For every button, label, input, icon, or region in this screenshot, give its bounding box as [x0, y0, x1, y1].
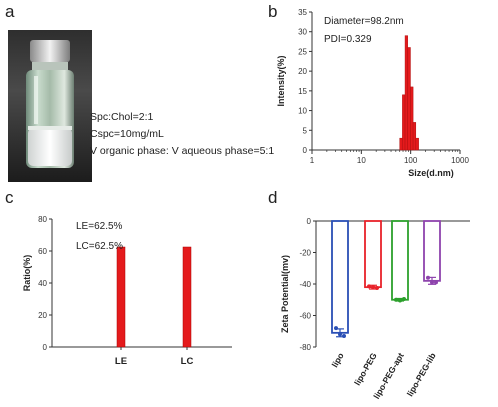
pdi-annotation: PDI=0.329 [324, 34, 372, 45]
x-tick-label: 100 [404, 156, 418, 165]
formulation-note-3: V organic phase: V aqueous phase=5:1 [90, 145, 275, 157]
replicate-point [375, 285, 379, 290]
y-tick-label: 35 [298, 8, 307, 17]
y-tick-label: 0 [303, 146, 308, 155]
replicate-point [426, 275, 430, 280]
ratio-bar [116, 246, 126, 348]
zeta-bar [331, 220, 349, 334]
x-category-label: lipo-PEG [352, 351, 379, 387]
y-axis-label: Ratio(%) [22, 255, 32, 292]
histogram-bar [415, 137, 419, 151]
le-annotation: LE=62.5% [76, 221, 123, 232]
panel-label-a: a [5, 2, 15, 21]
replicate-point [394, 297, 398, 302]
y-tick-label: 5 [303, 126, 308, 135]
y-axis-label: Intensity(%) [276, 55, 286, 106]
formulation-note-1: Spc:Chol=2:1 [90, 111, 154, 123]
y-tick-label: 40 [38, 279, 47, 288]
vial-photo [8, 30, 92, 182]
y-axis-label: Zeta Potential(mv) [280, 255, 290, 333]
histogram-bar [404, 35, 408, 151]
replicate-point [334, 326, 338, 331]
y-tick-label: 0 [307, 217, 312, 226]
replicate-point [434, 280, 438, 285]
histogram-bar [412, 122, 417, 151]
ratio-chart: 0 20 40 60 80 LE LC Ratio(%) LE=62.5% LC=62.5% [22, 215, 232, 367]
diameter-annotation: Diameter=98.2nm [324, 16, 404, 27]
size-distribution-chart: 0 5 10 15 20 25 30 35 1 10 100 1000 Intensity(%) Size… [276, 8, 469, 178]
x-tick-label: 1000 [451, 156, 469, 165]
x-tick-label: 10 [357, 156, 366, 165]
y-tick-label: -40 [299, 280, 311, 289]
x-category-label: LE [115, 356, 127, 367]
replicate-point [398, 298, 402, 303]
replicate-point [367, 284, 371, 289]
x-category-label: LC [181, 356, 194, 367]
replicate-point [430, 280, 434, 285]
formulation-note-2: Cspc=10mg/mL [90, 128, 164, 140]
y-tick-label: 20 [298, 67, 307, 76]
x-axis-label: Size(d.nm) [408, 168, 454, 178]
histogram-bar [402, 94, 406, 151]
y-tick-label: 25 [298, 47, 307, 56]
panel-label-d: d [268, 188, 278, 207]
y-tick-label: -60 [299, 312, 311, 321]
zeta-bar [391, 220, 409, 301]
y-tick-label: 15 [298, 87, 307, 96]
histogram-bar [410, 86, 414, 151]
x-tick-label: 1 [310, 156, 315, 165]
x-category-label: lipo [330, 351, 346, 369]
ratio-bar [182, 246, 192, 348]
panel-label-b: b [268, 2, 278, 21]
y-tick-label: 20 [38, 311, 47, 320]
y-tick-label: 10 [298, 107, 307, 116]
panel-label-c: c [5, 188, 14, 207]
replicate-point [342, 333, 346, 338]
histogram-bar [399, 137, 403, 151]
y-tick-label: 60 [38, 247, 47, 256]
x-category-label: lipo-PEG-lib [405, 351, 438, 398]
y-tick-label: -80 [299, 343, 311, 352]
replicate-point [402, 296, 406, 301]
y-tick-label: 0 [43, 343, 48, 352]
histogram-bar [407, 47, 411, 151]
y-tick-label: 80 [38, 215, 47, 224]
y-tick-label: -20 [299, 249, 311, 258]
zeta-bar [364, 220, 382, 289]
zeta-bar [423, 220, 441, 282]
replicate-point [338, 332, 342, 337]
lc-annotation: LC=62.5% [76, 241, 123, 252]
replicate-point [371, 285, 375, 290]
y-tick-label: 30 [298, 28, 307, 37]
